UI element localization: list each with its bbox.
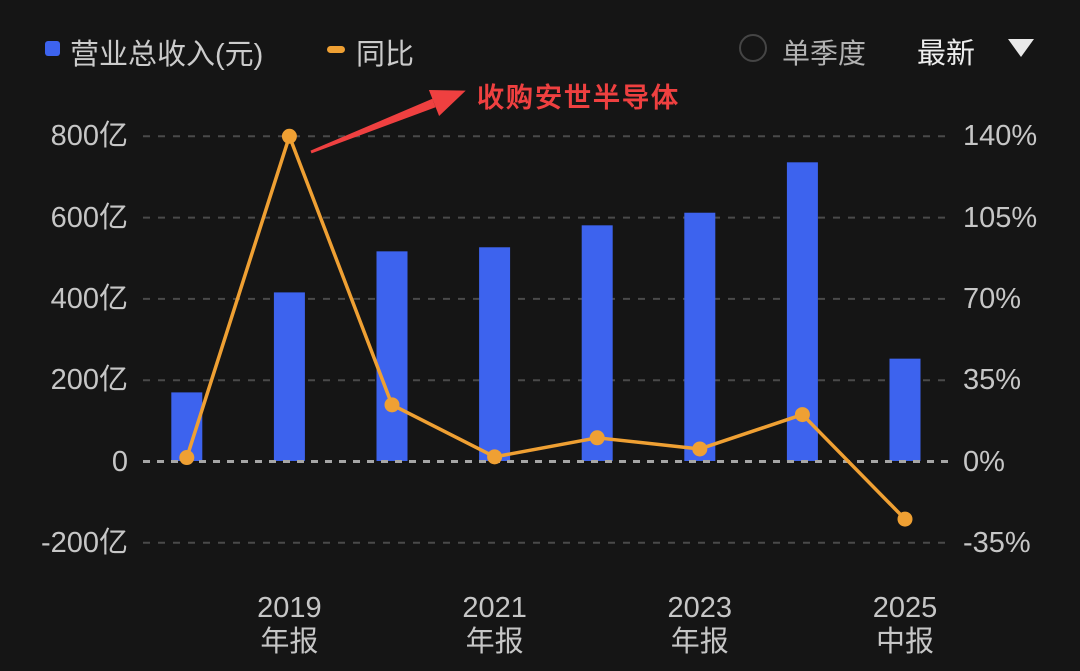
acquisition-annotation-label: 收购安世半导体 [477,83,680,113]
y-axis-tick-left: 200亿 [50,364,128,397]
y-axis-tick-right: 105% [963,201,1038,234]
revenue-legend-label: 营业总收入(元) [70,39,264,71]
yoy-legend-swatch [327,46,345,53]
yoy-legend-label: 同比 [356,39,415,71]
yoy-point-2024年报[interactable] [794,407,810,423]
x-tick-year: 2025 [872,592,938,624]
single-quarter-radio-button[interactable] [739,34,767,62]
revenue-bar-2022年报[interactable] [581,225,613,461]
annotation-arrow-shaft [310,98,436,154]
revenue-bar-2021年报[interactable] [479,247,511,461]
x-axis-tick: 2025 中报 [830,591,980,659]
x-tick-year: 2021 [462,592,527,624]
x-tick-period: 中报 [875,626,934,658]
revenue-bar-2020年报[interactable] [376,251,408,461]
y-axis-tick-left: 600亿 [50,201,128,234]
revenue-bar-2023年报[interactable] [684,212,716,461]
x-axis-tick: 2019 年报 [214,591,364,659]
yoy-point-2022年报[interactable] [589,430,605,446]
y-axis-tick-right: 0% [963,445,1005,478]
revenue-bar-2025中报[interactable] [889,358,921,461]
revenue-legend-swatch [45,41,60,56]
x-axis-tick: 2023 年报 [625,591,775,659]
x-tick-year: 2023 [667,592,733,624]
y-axis-tick-left: 400亿 [50,282,128,315]
yoy-point-2023年报[interactable] [692,441,708,457]
y-axis-tick-right: 35% [963,364,1022,397]
y-axis-tick-right: 140% [963,120,1038,153]
y-axis-tick-right: 70% [963,282,1022,315]
yoy-point-2025中报[interactable] [897,511,913,527]
yoy-point-2019年报[interactable] [281,128,297,144]
revenue-bar-2019年报[interactable] [273,292,305,461]
y-axis-tick-right: -35% [963,526,1031,559]
yoy-point-2021年报[interactable] [487,449,503,465]
x-tick-period: 年报 [670,626,729,658]
single-quarter-radio-label[interactable]: 单季度 [782,38,867,69]
yoy-line [185,134,907,521]
x-tick-year: 2019 [257,592,322,624]
x-axis-tick: 2021 年报 [420,591,570,659]
yoy-point-2018年报[interactable] [179,450,195,466]
x-tick-period: 年报 [260,626,319,658]
annotation-arrow-head [428,90,466,116]
period-selector[interactable]: 最新 [917,38,976,70]
y-axis-tick-left: -200亿 [40,526,128,559]
y-axis-tick-left: 0 [111,445,128,478]
yoy-point-2020年报[interactable] [384,397,400,413]
y-axis-tick-left: 800亿 [50,120,128,153]
x-tick-period: 年报 [465,626,524,658]
chevron-down-icon[interactable] [1008,39,1034,57]
